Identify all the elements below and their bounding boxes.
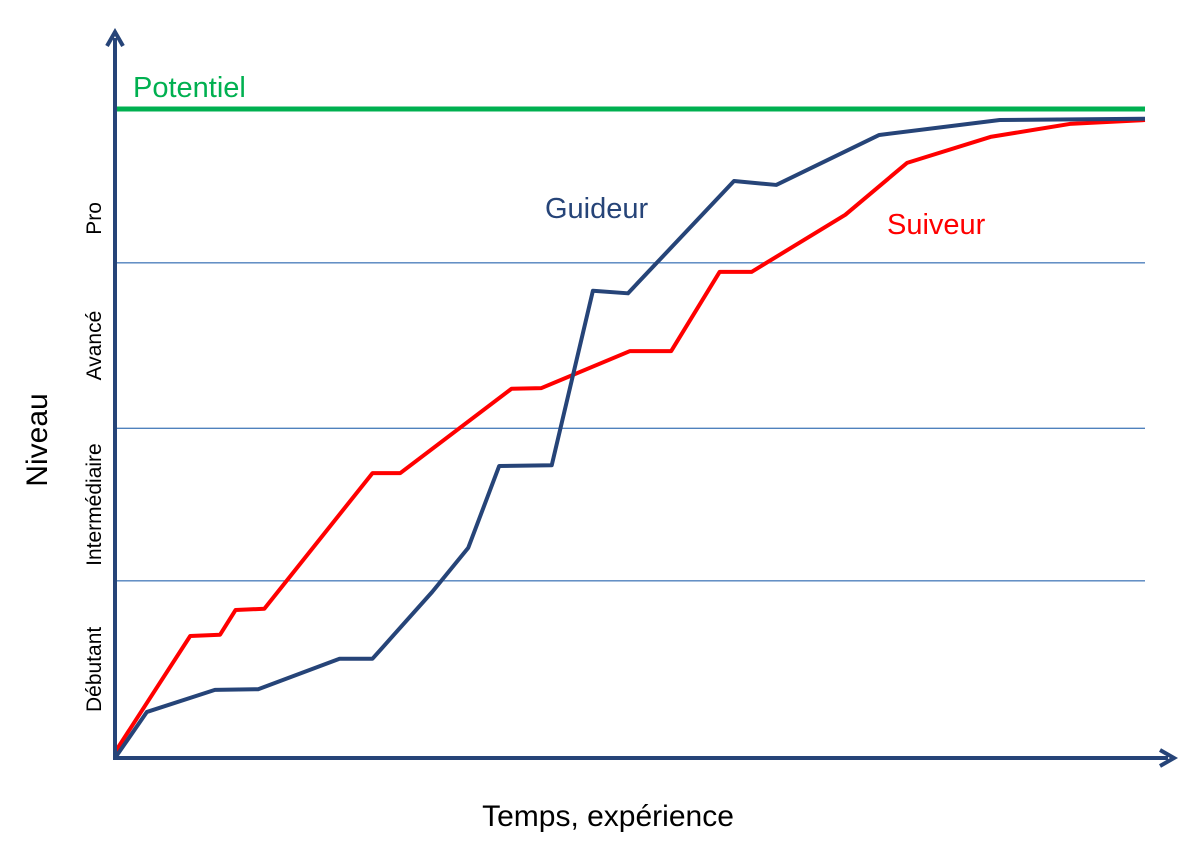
level-band-lines: [115, 262, 1145, 582]
series-lines: [113, 116, 1146, 760]
x-axis-label: Temps, expérience: [482, 800, 734, 833]
level-label: Intermédiaire: [83, 443, 106, 566]
series-label-suiveur: Suiveur: [887, 209, 986, 241]
level-label: Débutant: [83, 627, 106, 712]
series-line-guideur: [113, 116, 1146, 760]
potential-label: Potentiel: [133, 72, 246, 104]
level-label: Pro: [83, 202, 106, 235]
series-line-suiveur: [113, 118, 1146, 754]
series-label-guideur: Guideur: [545, 193, 649, 225]
level-label: Avancé: [83, 311, 106, 381]
y-axis-label: Niveau: [21, 393, 54, 486]
